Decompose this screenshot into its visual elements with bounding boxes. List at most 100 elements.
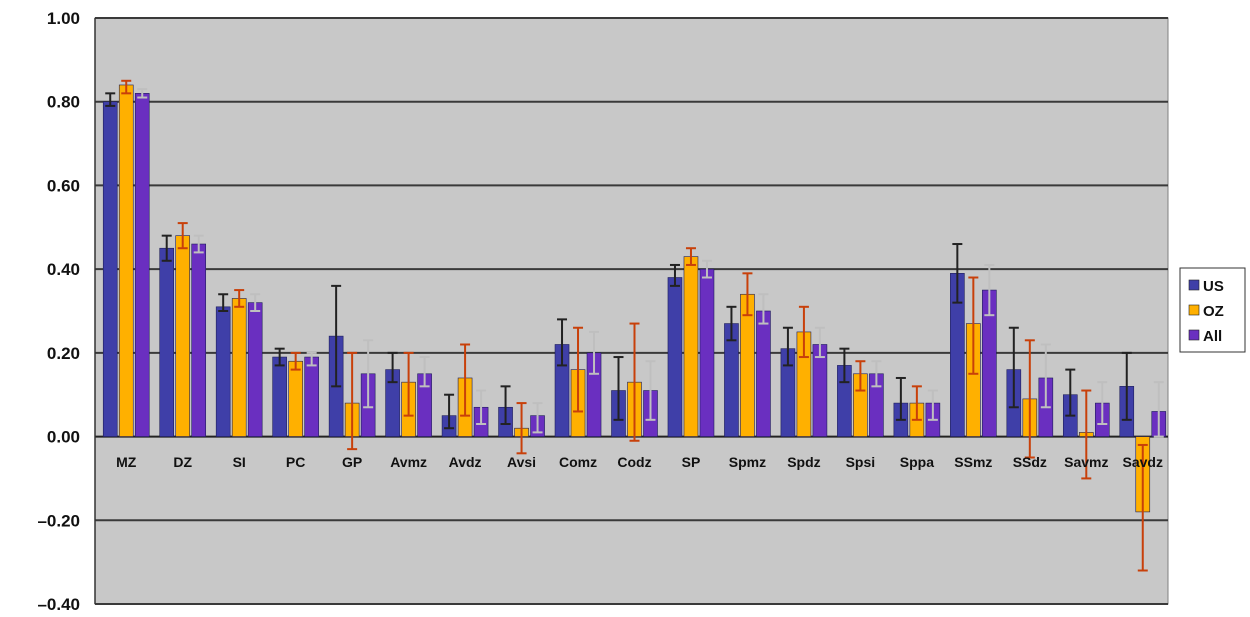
error-bar-all-codz [645,360,656,421]
legend: US OZ All [1179,267,1246,353]
x-tick-label: GP [342,454,362,470]
y-axis: 1.00 0.80 0.60 0.40 0.20 0.00 –0.20 –0.40 [37,9,96,614]
x-tick-label: SP [682,454,701,470]
error-bar-us-sppa [895,376,906,421]
x-tick-label: DZ [173,454,192,470]
error-bar-all-dz [193,234,204,254]
bar-all-spmz [756,310,771,437]
error-bar-oz-avdz [460,343,471,417]
x-tick-label: SI [233,454,246,470]
error-bar-all-spmz [758,293,769,325]
error-bar-oz-comz [573,326,584,413]
y-tick-label: 0.60 [47,176,80,195]
error-bar-all-savmz [1097,381,1108,426]
error-bar-all-spdz [814,326,825,359]
error-bar-all-gp [363,339,374,409]
legend-swatch-us [1188,279,1200,291]
error-bar-us-codz [613,356,624,421]
error-bar-us-mz [105,92,116,107]
bar-us-sp [667,277,683,437]
error-bar-all-si [250,293,261,312]
y-tick-label: 0.80 [47,93,80,112]
x-tick-label: SSmz [954,454,992,470]
error-bar-us-comz [557,318,568,367]
error-bar-oz-spsi [855,360,866,392]
x-tick-label: Avmz [390,454,427,470]
error-bar-all-avsi [532,402,543,434]
error-bar-oz-sppa [911,385,922,421]
bar-oz-dz [175,235,191,437]
error-bars [105,79,1164,572]
error-bar-oz-avmz [403,351,414,417]
bar-us-si [215,306,231,437]
error-bar-us-savmz [1065,368,1076,417]
bar-us-dz [159,247,175,437]
error-bar-oz-si [234,289,245,308]
x-tick-label: Avsi [507,454,536,470]
y-tick-label: –0.20 [37,511,80,530]
error-bar-us-dz [161,234,172,262]
error-bar-oz-savdz [1137,443,1148,572]
legend-swatch-oz [1188,304,1200,316]
error-bar-us-ssdz [1008,326,1019,409]
x-axis: MZ DZ SI PC GP Avmz Avdz Avsi Comz Codz SP Spmz Spdz… [116,454,1163,470]
bar-oz-sp [683,256,699,437]
bar-all-sp [699,268,715,437]
x-tick-label: Avdz [449,454,482,470]
x-tick-label: Savmz [1064,454,1108,470]
error-bar-us-savdz [1121,351,1132,421]
bar-oz-mz [118,84,134,437]
bar-us-mz [102,101,118,437]
error-bar-oz-ssdz [1024,339,1035,459]
error-bar-all-avdz [476,389,487,426]
x-tick-label: Spmz [729,454,766,470]
x-tick-label: MZ [116,454,137,470]
error-bar-us-gp [331,284,342,388]
legend-label-oz: OZ [1203,303,1224,320]
x-tick-label: Codz [617,454,651,470]
error-bar-all-spsi [871,360,882,388]
error-bar-all-ssmz [984,263,995,317]
legend-label-us: US [1203,278,1224,295]
x-tick-label: Spdz [787,454,820,470]
y-tick-label: 0.00 [47,428,80,447]
legend-label-all: All [1203,328,1222,345]
error-bar-oz-savmz [1081,389,1092,480]
bar-all-dz [191,243,207,437]
bar-oz-pc [288,360,303,437]
x-tick-label: Savdz [1123,454,1163,470]
error-bar-us-avmz [387,351,398,384]
error-bar-oz-mz [121,79,132,95]
error-bar-oz-codz [629,322,640,442]
error-bar-oz-ssmz [968,276,979,375]
error-bar-all-sp [701,259,712,279]
error-bar-us-sp [669,263,680,287]
bar-us-pc [272,356,287,437]
x-tick-label: Sppa [900,454,934,470]
x-tick-label: PC [286,454,305,470]
legend-swatch-all [1188,329,1200,341]
bar-oz-si [231,298,247,437]
error-bar-us-spdz [782,326,793,367]
bar-all-spdz [812,344,828,437]
y-tick-label: 1.00 [47,9,80,28]
y-tick-label: –0.40 [37,595,80,614]
error-bar-us-avdz [444,393,455,430]
x-tick-label: Comz [559,454,597,470]
error-bar-us-avsi [500,385,511,426]
bar-all-si [247,302,263,437]
bar-series [102,84,1167,513]
error-bar-us-ssmz [952,243,963,304]
error-bar-all-mz [137,88,148,99]
error-bar-all-ssdz [1040,343,1051,409]
error-bar-oz-avsi [516,402,527,455]
bar-all-pc [304,356,319,437]
error-bar-us-si [218,293,229,312]
error-bar-us-pc [274,347,285,367]
error-bar-oz-sp [685,247,696,266]
x-tick-label: SSdz [1013,454,1047,470]
error-bar-all-avmz [419,356,430,388]
error-bar-us-spsi [839,347,850,384]
y-tick-label: 0.40 [47,260,80,279]
